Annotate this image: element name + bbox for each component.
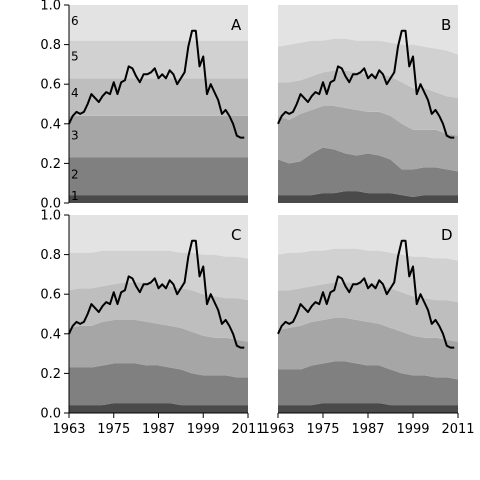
panel-letter-c: C	[231, 226, 241, 244]
band-3-a	[69, 115, 248, 158]
x-tick-label: 2011	[231, 422, 264, 437]
band-4-c	[69, 282, 248, 342]
x-tick-label: 1975	[97, 422, 130, 437]
band-2-b	[278, 147, 458, 198]
y-tick-label: 0.8	[40, 38, 61, 53]
y-tick-label: 1.0	[40, 0, 61, 14]
panel-d: D 1963 1975 1987 1999 2011	[261, 215, 475, 437]
band-2-d	[278, 361, 458, 406]
y-tick-label: 0.2	[40, 157, 61, 172]
band-4-b	[278, 70, 458, 136]
y-tick-label: 0.0	[40, 197, 61, 212]
band-1-c	[69, 403, 248, 413]
x-tick-label: 1999	[187, 422, 220, 437]
band-5-b	[278, 38, 458, 99]
band-3-b	[278, 105, 458, 172]
y-tick-label: 0.2	[40, 367, 61, 382]
band-3-c	[69, 319, 248, 378]
band-2-c	[69, 363, 248, 406]
band-1-d	[278, 403, 458, 413]
y-tick-label: 0.4	[40, 117, 61, 132]
y-tick-label: 0.6	[40, 288, 61, 303]
band-5-d	[278, 248, 458, 303]
band-2-a	[69, 157, 248, 196]
band-label-1: 1	[71, 189, 79, 203]
x-tick-label: 1963	[261, 422, 294, 437]
series-line-d	[277, 239, 455, 349]
x-tick-label: 1999	[396, 422, 429, 437]
x-tick-label: 1963	[52, 422, 85, 437]
panel-letter-a: A	[231, 16, 242, 34]
panel-b: B	[277, 5, 458, 203]
series-line-c	[68, 239, 245, 349]
band-3-d	[278, 317, 458, 380]
panel-letter-b: B	[441, 16, 451, 34]
band-5-c	[69, 250, 248, 301]
panel-c: C 0.0 0.2 0.4 0.6 0.8 1.0 1963 1975 1987 1999 2011	[40, 209, 264, 438]
series-line-b	[277, 29, 455, 139]
panel-letter-d: D	[441, 226, 453, 244]
band-6-a	[69, 5, 248, 41]
band-6-b	[278, 5, 458, 55]
y-tick-label: 1.0	[40, 209, 61, 224]
band-6-d	[278, 215, 458, 261]
band-label-6: 6	[71, 14, 79, 28]
y-tick-label: 0.4	[40, 327, 61, 342]
x-tick-label: 2011	[441, 422, 474, 437]
band-1-a	[69, 195, 248, 203]
band-4-d	[278, 282, 458, 342]
x-tick-label: 1987	[351, 422, 384, 437]
y-tick-label: 0.6	[40, 78, 61, 93]
band-label-4: 4	[71, 86, 79, 100]
band-5-a	[69, 40, 248, 79]
band-label-5: 5	[71, 49, 79, 63]
band-1-b	[278, 191, 458, 203]
band-label-3: 3	[71, 129, 79, 143]
x-tick-label: 1975	[306, 422, 339, 437]
band-4-a	[69, 78, 248, 116]
x-tick-label: 1987	[142, 422, 175, 437]
band-label-2: 2	[71, 167, 79, 181]
panel-a: 1 2 3 4 5 6 A 0.0 0.2 0.4 0.6 0.8 1.0	[40, 0, 248, 212]
band-6-c	[69, 215, 248, 259]
y-tick-label: 0.0	[40, 407, 61, 422]
y-tick-label: 0.8	[40, 248, 61, 263]
series-line-a	[68, 29, 245, 139]
